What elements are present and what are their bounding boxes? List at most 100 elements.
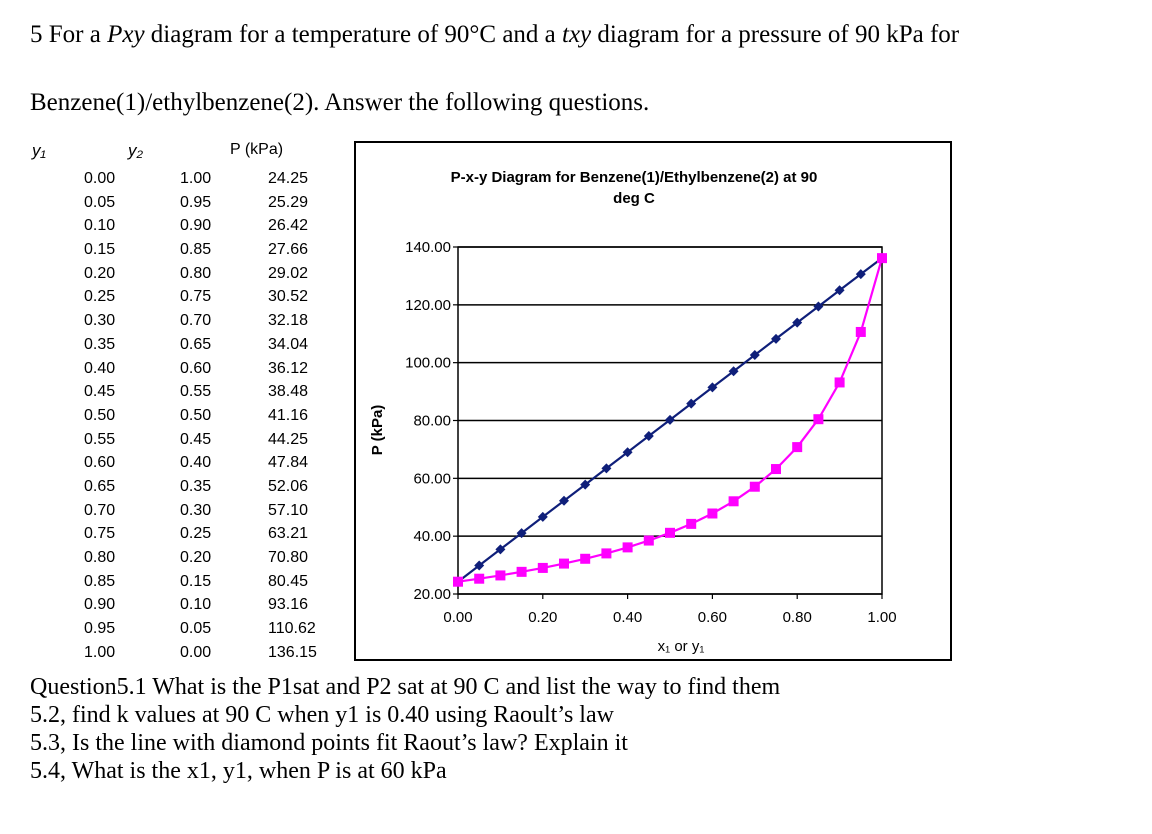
cell-y1: 0.95 bbox=[84, 620, 116, 638]
square-point bbox=[686, 518, 697, 529]
x-tick-label: 0.20 bbox=[528, 609, 557, 626]
cell-pressure: 36.12 bbox=[268, 359, 309, 377]
x-tick-label: 0.40 bbox=[613, 609, 642, 626]
cell-y1: 0.30 bbox=[84, 312, 116, 330]
table-row: 1.00 0.00 136.15 bbox=[0, 642, 360, 666]
cell-y2: 0.85 bbox=[180, 241, 212, 259]
table-row: 0.00 1.00 24.25 bbox=[0, 168, 360, 192]
cell-y1: 0.15 bbox=[84, 241, 116, 259]
table-row: 0.10 0.90 26.42 bbox=[0, 215, 360, 239]
diamond-point bbox=[622, 447, 633, 458]
table-row: 0.80 0.20 70.80 bbox=[0, 547, 360, 571]
cell-y1: 0.85 bbox=[84, 572, 116, 590]
question-5-4: 5.4, What is the x1, y1, when P is at 60… bbox=[30, 758, 447, 784]
diamond-point bbox=[495, 544, 506, 555]
table-row: 0.50 0.50 41.16 bbox=[0, 405, 360, 429]
square-point bbox=[792, 442, 803, 453]
diamond-point bbox=[601, 463, 612, 474]
table-row: 0.25 0.75 30.52 bbox=[0, 286, 360, 310]
cell-y1: 0.20 bbox=[84, 264, 116, 282]
diamond-point bbox=[771, 333, 781, 344]
diamond-point bbox=[707, 382, 718, 393]
diamond-point bbox=[643, 430, 654, 441]
cell-y2: 0.10 bbox=[180, 596, 212, 614]
cell-pressure: 27.66 bbox=[268, 241, 309, 259]
diamond-point bbox=[559, 495, 569, 506]
chart-title-line-2: deg C bbox=[613, 190, 655, 207]
cell-pressure: 110.62 bbox=[268, 620, 316, 638]
cell-pressure: 70.80 bbox=[268, 549, 309, 566]
square-point bbox=[855, 326, 866, 337]
table-row: 0.20 0.80 29.02 bbox=[0, 263, 360, 287]
cell-y1: 0.80 bbox=[84, 549, 116, 566]
y-tick-label: 80.00 bbox=[413, 413, 451, 430]
pxy-chart: P-x-y Diagram for Benzene(1)/Ethylbenzen… bbox=[354, 141, 952, 661]
cell-y1: 0.55 bbox=[84, 430, 116, 448]
diamond-point bbox=[855, 269, 866, 280]
diamond-point bbox=[665, 414, 675, 425]
y-tick-label: 140.00 bbox=[405, 239, 451, 256]
diamond-point bbox=[728, 366, 739, 377]
cell-y1: 0.00 bbox=[84, 170, 116, 187]
cell-y1: 0.65 bbox=[84, 477, 116, 495]
question-5-1: Question5.1 What is the P1sat and P2 sat… bbox=[30, 674, 781, 700]
square-point bbox=[453, 576, 463, 587]
cell-y2: 0.05 bbox=[180, 620, 212, 638]
cell-y1: 0.10 bbox=[84, 217, 116, 235]
cell-y2: 0.55 bbox=[180, 383, 212, 401]
cell-y1: 0.70 bbox=[84, 501, 116, 519]
intro-text-a: 5 For a bbox=[30, 21, 108, 48]
table-row: 0.85 0.15 80.45 bbox=[0, 571, 360, 595]
square-point bbox=[877, 253, 887, 264]
diamond-point bbox=[516, 528, 527, 539]
y-tick-label: 20.00 bbox=[413, 586, 451, 603]
intro-pxy: Pxy bbox=[107, 21, 145, 48]
square-point bbox=[580, 553, 591, 564]
square-point bbox=[495, 570, 506, 581]
cell-pressure: 32.18 bbox=[268, 312, 309, 330]
y-tick-label: 40.00 bbox=[413, 528, 451, 545]
cell-pressure: 38.48 bbox=[268, 383, 309, 401]
cell-y1: 0.40 bbox=[84, 359, 116, 377]
cell-y2: 0.65 bbox=[180, 335, 212, 353]
cell-y1: 0.35 bbox=[84, 335, 116, 353]
table-row: 0.05 0.95 25.29 bbox=[0, 192, 360, 216]
cell-y1: 1.00 bbox=[84, 643, 116, 661]
y-tick-label: 100.00 bbox=[405, 355, 451, 372]
cell-pressure: 93.16 bbox=[268, 596, 309, 614]
intro-text-c: diagram for a temperature of 90°C and a bbox=[144, 21, 563, 48]
cell-y2: 0.15 bbox=[180, 572, 212, 590]
y-axis-label: P (kPa) bbox=[369, 405, 386, 456]
square-point bbox=[834, 377, 845, 388]
square-point bbox=[537, 562, 548, 573]
diamond-point bbox=[749, 350, 760, 361]
cell-y2: 0.45 bbox=[180, 430, 212, 448]
table-row: 0.35 0.65 34.04 bbox=[0, 334, 360, 358]
cell-y1: 0.60 bbox=[84, 454, 116, 472]
cell-y2: 0.40 bbox=[180, 454, 212, 472]
cell-pressure: 63.21 bbox=[268, 525, 309, 543]
cell-pressure: 29.02 bbox=[268, 264, 309, 282]
x-tick-label: 0.60 bbox=[698, 609, 727, 626]
cell-y2: 0.75 bbox=[180, 288, 212, 306]
table-row: 0.90 0.10 93.16 bbox=[0, 594, 360, 618]
diamond-point bbox=[580, 479, 591, 490]
square-point bbox=[665, 527, 675, 538]
chart-title-line-1: P-x-y Diagram for Benzene(1)/Ethylbenzen… bbox=[451, 169, 818, 186]
y-tick-label: 60.00 bbox=[413, 470, 451, 487]
table-row: 0.45 0.55 38.48 bbox=[0, 381, 360, 405]
cell-y2: 0.70 bbox=[180, 312, 212, 330]
diamond-point bbox=[474, 560, 485, 571]
header-y2: y₂ bbox=[128, 141, 143, 160]
cell-pressure: 25.29 bbox=[268, 193, 309, 211]
cell-y2: 0.30 bbox=[180, 501, 212, 519]
cell-pressure: 136.15 bbox=[268, 643, 317, 661]
x-axis-label: x₁ or y₁ bbox=[658, 638, 705, 655]
table-row: 0.95 0.05 110.62 bbox=[0, 618, 360, 642]
cell-y2: 0.20 bbox=[180, 549, 212, 566]
table-row: 0.65 0.35 52.06 bbox=[0, 476, 360, 500]
table-row: 0.60 0.40 47.84 bbox=[0, 452, 360, 476]
x-tick-label: 0.00 bbox=[443, 609, 472, 626]
table-row: 0.40 0.60 36.12 bbox=[0, 358, 360, 382]
table-row: 0.15 0.85 27.66 bbox=[0, 239, 360, 263]
